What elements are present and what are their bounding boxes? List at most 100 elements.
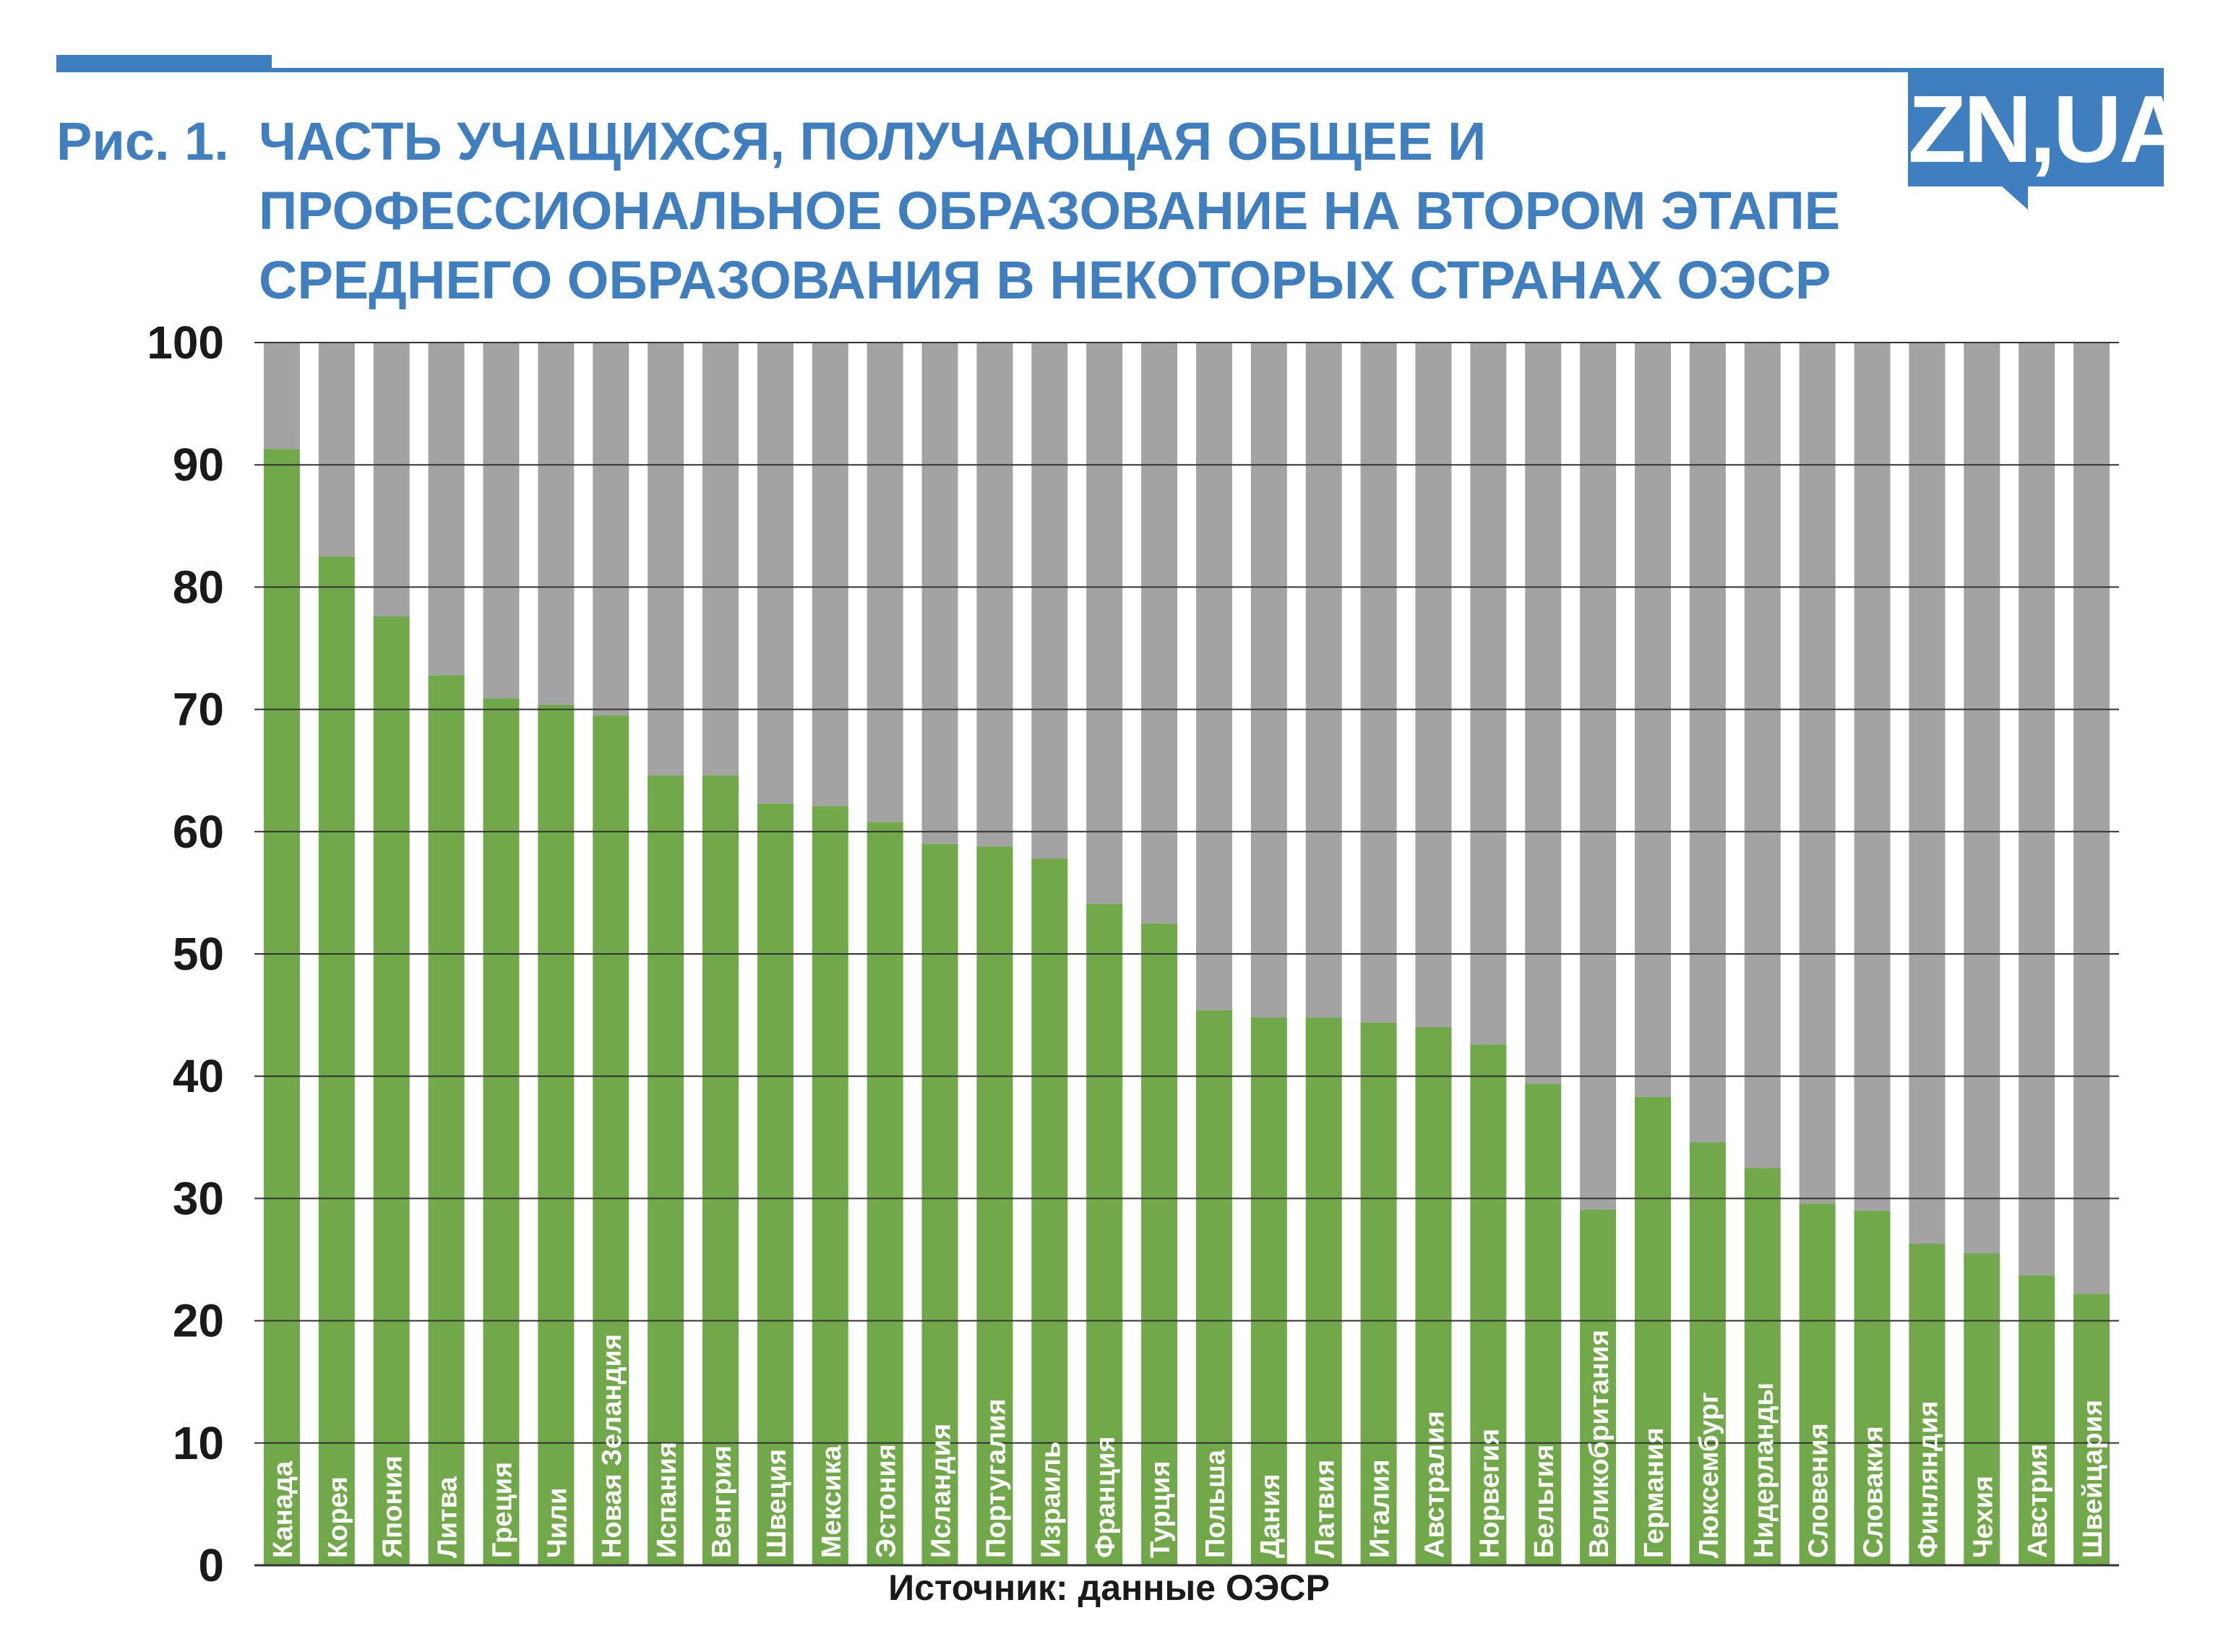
- category-label: Италия: [1365, 1459, 1396, 1558]
- bar-remainder: [1525, 343, 1562, 1084]
- category-label: Испания: [652, 1442, 682, 1558]
- bar-primary: [1470, 1044, 1507, 1565]
- bar-primary: [976, 846, 1013, 1565]
- y-tick-label: 20: [173, 1295, 224, 1347]
- bar-remainder: [1909, 343, 1946, 1244]
- chart-title: ЧАСТЬ УЧАЩИХСЯ, ПОЛУЧАЮЩАЯ ОБЩЕЕ И ПРОФЕ…: [259, 107, 1921, 315]
- bar-remainder: [1689, 343, 1726, 1143]
- category-label: Новая Зеландия: [597, 1334, 627, 1558]
- bar-remainder: [538, 343, 575, 705]
- bar-primary: [1744, 1168, 1781, 1565]
- bar-remainder: [1854, 343, 1891, 1211]
- category-label: Австралия: [1419, 1411, 1450, 1558]
- bar-primary: [1854, 1210, 1891, 1565]
- bar-remainder: [648, 343, 684, 775]
- bar-primary: [263, 449, 300, 1565]
- y-tick-label: 30: [173, 1172, 224, 1224]
- category-label: Финляндия: [1913, 1401, 1943, 1558]
- y-tick-label: 10: [173, 1417, 224, 1469]
- bar-remainder: [1195, 343, 1232, 1010]
- bar-primary: [318, 556, 355, 1565]
- figure-number: Рис. 1.: [56, 111, 229, 171]
- category-label: Корея: [323, 1476, 353, 1558]
- logo: ZN,UA: [1908, 72, 2188, 186]
- bar-remainder: [1250, 343, 1287, 1018]
- header-rule: [272, 68, 2164, 72]
- bar-primary: [2019, 1275, 2055, 1565]
- bar-primary: [1909, 1244, 1946, 1565]
- bar-remainder: [373, 343, 410, 617]
- bar-remainder: [1415, 343, 1452, 1028]
- bar-remainder: [812, 343, 848, 806]
- bar-primary: [1141, 923, 1178, 1565]
- bar-primary: [1250, 1017, 1287, 1565]
- bar-primary: [1195, 1010, 1232, 1565]
- bar-primary: [428, 675, 465, 1565]
- bar-remainder: [1744, 343, 1781, 1169]
- bar-remainder: [1635, 343, 1671, 1097]
- bar-remainder: [428, 343, 465, 676]
- bar-remainder: [921, 343, 958, 844]
- category-label: Португалия: [981, 1398, 1011, 1558]
- category-label: Греция: [487, 1462, 517, 1558]
- category-label: Израиль: [1036, 1442, 1066, 1558]
- y-tick-label: 100: [147, 317, 224, 369]
- category-label: Исландия: [927, 1424, 957, 1558]
- category-label: Бельгия: [1529, 1445, 1560, 1558]
- bar-primary: [812, 806, 848, 1565]
- category-label: Чехия: [1968, 1476, 1998, 1558]
- bar-remainder: [1360, 343, 1397, 1023]
- category-label: Венгрия: [707, 1445, 737, 1558]
- bar-remainder: [867, 343, 903, 822]
- chart-title-line: ЧАСТЬ УЧАЩИХСЯ, ПОЛУЧАЮЩАЯ ОБЩЕЕ И: [259, 111, 1487, 171]
- category-label: Дания: [1255, 1474, 1286, 1558]
- header-accent-bar: [56, 55, 272, 72]
- source-note: Источник: данные ОЭСР: [888, 1567, 1330, 1608]
- bar-primary: [1964, 1253, 2000, 1565]
- bar-primary: [483, 698, 520, 1565]
- category-label: Норвегия: [1474, 1429, 1505, 1558]
- y-tick-label: 80: [173, 561, 224, 613]
- bar-primary: [1635, 1096, 1671, 1565]
- category-label: Франция: [1091, 1436, 1121, 1558]
- bar-remainder: [757, 343, 794, 804]
- bar-primary: [1580, 1209, 1617, 1565]
- bar-primary: [867, 822, 903, 1565]
- bar-remainder: [1580, 343, 1617, 1210]
- logo-speech-tail: [2002, 186, 2028, 210]
- bar-primary: [2073, 1294, 2110, 1565]
- bar-remainder: [1031, 343, 1068, 859]
- chart-title-line: ПРОФЕССИОНАЛЬНОЕ ОБРАЗОВАНИЕ НА ВТОРОМ Э…: [259, 181, 1841, 241]
- category-label: Латвия: [1310, 1460, 1341, 1558]
- category-label: Словакия: [1859, 1426, 1889, 1558]
- bar-primary: [1031, 859, 1068, 1565]
- bar-primary: [757, 803, 794, 1565]
- bar-remainder: [483, 343, 520, 699]
- bar-remainder: [263, 343, 300, 449]
- y-tick-label: 60: [173, 806, 224, 858]
- bar-primary: [1799, 1203, 1836, 1565]
- category-label: Нидерланды: [1749, 1382, 1779, 1558]
- category-label: Австрия: [2023, 1444, 2053, 1558]
- bar-remainder: [1305, 343, 1342, 1018]
- bar-remainder: [1470, 343, 1507, 1045]
- bar-primary: [373, 616, 410, 1565]
- bar-remainder: [1141, 343, 1178, 924]
- bar-primary: [921, 843, 958, 1565]
- bar-primary: [1525, 1083, 1562, 1565]
- bar-remainder: [1964, 343, 2000, 1254]
- bar-remainder: [2073, 343, 2110, 1294]
- bar-primary: [1689, 1142, 1726, 1565]
- y-tick-label: 50: [173, 928, 224, 980]
- bar-primary: [538, 704, 575, 1565]
- bar-remainder: [702, 343, 739, 775]
- category-label: Мексика: [817, 1445, 847, 1558]
- category-label: Швеция: [762, 1449, 792, 1558]
- category-label: Канада: [268, 1460, 298, 1558]
- bar-remainder: [1086, 343, 1123, 904]
- bar-remainder: [1799, 343, 1836, 1204]
- bar-primary: [648, 775, 684, 1565]
- y-tick-label: 40: [173, 1050, 224, 1102]
- bar-primary: [1415, 1027, 1452, 1565]
- category-label: Турция: [1145, 1460, 1176, 1558]
